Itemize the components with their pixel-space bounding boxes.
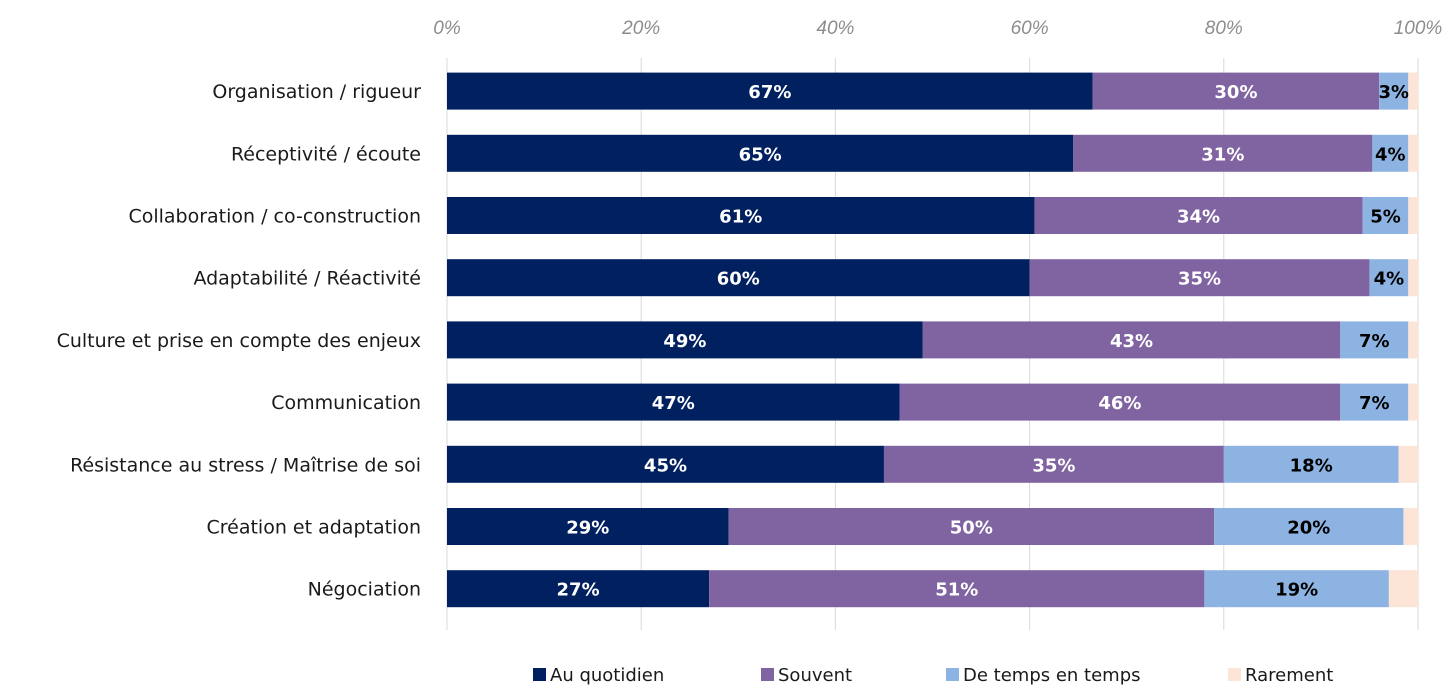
- category-label: Adaptabilité / Réactivité: [193, 268, 421, 290]
- category-label: Création et adaptation: [206, 517, 421, 539]
- category-label: Culture et prise en compte des enjeux: [57, 330, 421, 352]
- x-tick-label: 0%: [433, 18, 461, 39]
- data-label: 35%: [1178, 269, 1221, 290]
- category-label: Réceptivité / écoute: [231, 143, 421, 165]
- data-label: 5%: [1370, 207, 1401, 228]
- data-label: 46%: [1098, 393, 1141, 414]
- bar-segment-de-temps-en-temps: [1214, 508, 1404, 545]
- bar-segment-rarement: [1408, 72, 1418, 110]
- data-label: 45%: [644, 455, 687, 476]
- bar-segment-de-temps-en-temps: [1362, 197, 1409, 234]
- data-label: 65%: [739, 144, 782, 165]
- x-tick-label: 20%: [621, 18, 660, 39]
- data-label: 29%: [566, 518, 609, 539]
- bar-segment-souvent: [1073, 134, 1373, 172]
- bar-segment-rarement: [1388, 570, 1418, 608]
- x-tick-label: 60%: [1011, 18, 1049, 39]
- data-label: 47%: [652, 393, 695, 414]
- bar-segment-souvent: [1034, 197, 1363, 234]
- bar-segment-de-temps-en-temps: [1379, 72, 1409, 110]
- category-label: Collaboration / co-construction: [128, 206, 421, 228]
- data-label: 3%: [1378, 82, 1409, 103]
- data-label: 43%: [1110, 331, 1153, 352]
- bars: 67% 30% 3% 65% 31% 4% 61% 34% 5% 60% 35% 4% 49% 43% 7%…: [447, 72, 1418, 608]
- bar-segment-souvent: [922, 321, 1341, 359]
- bar-segment-souvent: [728, 508, 1215, 545]
- legend-swatch: [1228, 668, 1241, 681]
- legend-swatch: [533, 668, 546, 681]
- bar-segment-souvent: [1092, 72, 1380, 110]
- x-tick-label: 100%: [1394, 18, 1443, 39]
- data-label: 67%: [748, 82, 791, 103]
- data-label: 61%: [719, 207, 762, 228]
- bar-segment-au-quotidien: [447, 134, 1074, 172]
- bar-segment-souvent: [1029, 259, 1370, 297]
- data-label: 7%: [1359, 331, 1390, 352]
- bar-segment-au-quotidien: [447, 508, 729, 545]
- legend-label: Au quotidien: [550, 665, 664, 686]
- bar-segment-rarement: [1408, 321, 1418, 359]
- bar-segment-souvent: [883, 445, 1224, 483]
- legend-label: Rarement: [1245, 665, 1333, 686]
- x-tick-label: 40%: [816, 18, 854, 39]
- bar-segment-au-quotidien: [447, 445, 884, 483]
- category-label: Résistance au stress / Maîtrise de soi: [70, 454, 421, 476]
- category-label: Négociation: [308, 579, 421, 601]
- bar-segment-de-temps-en-temps: [1204, 570, 1389, 608]
- bar-segment-de-temps-en-temps: [1372, 134, 1409, 172]
- bar-segment-de-temps-en-temps: [1340, 321, 1409, 359]
- bar-segment-au-quotidien: [447, 570, 710, 608]
- legend-label: De temps en temps: [963, 665, 1141, 686]
- category-label: Communication: [271, 392, 421, 414]
- legend: Au quotidien Souvent De temps en temps Rare…: [533, 665, 1333, 686]
- bar-segment-de-temps-en-temps: [1340, 383, 1409, 421]
- bar-segment-rarement: [1403, 508, 1418, 545]
- bar-segment-rarement: [1408, 197, 1418, 234]
- legend-swatch: [946, 668, 959, 681]
- data-label: 35%: [1032, 455, 1075, 476]
- data-label: 49%: [663, 331, 706, 352]
- legend-label: Souvent: [778, 665, 852, 686]
- bar-segment-au-quotidien: [447, 321, 923, 359]
- bar-segment-de-temps-en-temps: [1223, 445, 1399, 483]
- bar-segment-rarement: [1408, 134, 1418, 172]
- bar-segment-au-quotidien: [447, 383, 900, 421]
- bar-segment-souvent: [709, 570, 1205, 608]
- data-label: 27%: [557, 580, 600, 601]
- data-label: 50%: [950, 518, 993, 539]
- x-axis-ticks: 0% 20% 40% 60% 80% 100%: [433, 18, 1442, 39]
- legend-swatch: [761, 668, 774, 681]
- data-label: 18%: [1290, 455, 1333, 476]
- data-label: 31%: [1201, 144, 1244, 165]
- bar-segment-de-temps-en-temps: [1369, 259, 1409, 297]
- data-label: 4%: [1375, 144, 1406, 165]
- x-tick-label: 80%: [1205, 18, 1243, 39]
- bar-segment-au-quotidien: [447, 72, 1093, 110]
- data-label: 60%: [717, 269, 760, 290]
- data-label: 30%: [1214, 82, 1257, 103]
- bar-segment-rarement: [1408, 259, 1418, 297]
- data-label: 19%: [1275, 580, 1318, 601]
- category-labels: Organisation / rigueur Réceptivité / écou…: [57, 81, 422, 601]
- bar-segment-rarement: [1398, 445, 1418, 483]
- data-label: 51%: [935, 580, 978, 601]
- data-label: 34%: [1177, 207, 1220, 228]
- category-label: Organisation / rigueur: [212, 81, 421, 103]
- bar-segment-rarement: [1408, 383, 1418, 421]
- data-label: 4%: [1374, 269, 1405, 290]
- data-label: 7%: [1359, 393, 1390, 414]
- bar-segment-souvent: [899, 383, 1341, 421]
- bar-segment-au-quotidien: [447, 197, 1035, 234]
- bar-segment-au-quotidien: [447, 259, 1030, 297]
- data-label: 20%: [1287, 518, 1330, 539]
